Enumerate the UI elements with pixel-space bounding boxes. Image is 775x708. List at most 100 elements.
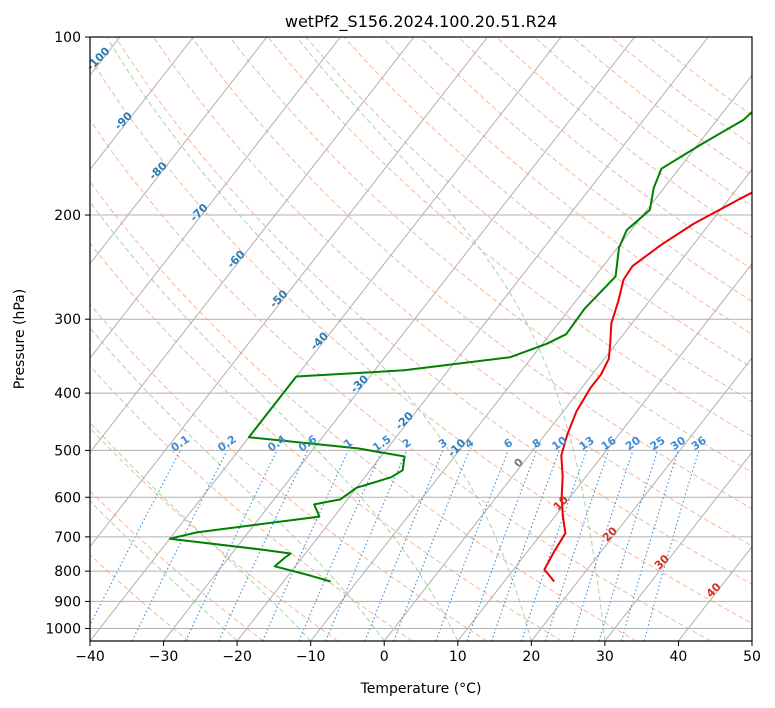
mixing-ratio-line (90, 450, 181, 627)
mixing-ratio-line (643, 450, 700, 641)
x-tick-label: 0 (380, 649, 389, 665)
plot-frame (89, 36, 753, 642)
dry-adiabat (648, 37, 752, 116)
dry-adiabat (90, 56, 752, 624)
pressure-gridlines (90, 37, 752, 629)
profile-series (168, 110, 752, 583)
dry-adiabat (90, 365, 413, 641)
x-tick-label: −30 (149, 649, 179, 665)
isotherm (90, 37, 488, 548)
chart-title: wetPf2_S156.2024.100.20.51.R24 (285, 12, 557, 32)
dry-adiabat (90, 303, 488, 641)
dry-adiabat (191, 37, 752, 510)
y-tick-label: 500 (54, 443, 81, 459)
mixing-ratio-line (545, 450, 610, 641)
y-axis: 1000 900 800 700 600 500 400 300 200 100 (45, 30, 90, 637)
x-tick-label: 40 (670, 649, 688, 665)
isotherm (530, 357, 752, 641)
y-tick-label: 800 (54, 564, 81, 580)
mixing-ratio-line (298, 450, 383, 641)
x-tick-label: 10 (449, 649, 467, 665)
background-lines (90, 37, 752, 641)
isotherm-label: -20 (393, 409, 416, 432)
isotherm (236, 37, 709, 641)
isotherm (90, 37, 415, 454)
mixing-ratio-line (364, 450, 444, 641)
y-tick-label: 600 (54, 490, 81, 506)
isotherm-label: -50 (267, 287, 290, 310)
dry-adiabat (90, 427, 339, 641)
dry-adiabat (90, 554, 190, 641)
mixing-ratio-line (435, 450, 509, 641)
y-tick-label: 300 (54, 312, 81, 328)
y-tick-label: 200 (54, 208, 81, 224)
x-tick-label: 20 (522, 649, 540, 665)
isotherm-label: -30 (348, 372, 371, 395)
mixing-ratio-line (520, 450, 588, 641)
y-tick-label: 100 (54, 30, 81, 46)
mixing-ratio-label: 6 (501, 436, 515, 451)
mixing-ratio-line (621, 450, 679, 641)
x-tick-label: −40 (75, 649, 105, 665)
x-tick-label: 30 (596, 649, 614, 665)
mixing-ratio-label: 0.2 (215, 433, 238, 455)
mixing-ratio-line (325, 450, 408, 641)
x-axis-label: Temperature (°C) (360, 681, 482, 697)
mixing-ratio-line (131, 450, 228, 641)
dry-adiabat (90, 180, 637, 641)
moist-adiabat (90, 327, 385, 641)
mixing-ratio-line (491, 450, 560, 641)
isotherm-label: 30 (652, 552, 672, 572)
isotherm (163, 37, 636, 641)
dry-adiabat (305, 37, 752, 403)
x-tick-label: −20 (222, 649, 252, 665)
mixing-ratio-label: 0.4 (265, 432, 289, 454)
y-tick-label: 900 (54, 594, 81, 610)
dry-adiabat (90, 242, 562, 641)
moist-adiabat (106, 37, 532, 641)
mixing-ratio-line (261, 450, 349, 641)
mixing-ratio-line (466, 450, 538, 641)
mixing-ratio-line (598, 450, 659, 641)
x-tick-label: 50 (743, 649, 761, 665)
dry-adiabat (90, 490, 264, 641)
dry-adiabat (381, 37, 752, 335)
isotherm-label: 10 (551, 493, 571, 513)
isotherm (90, 37, 341, 359)
dry-adiabat (153, 37, 752, 547)
isotherm (383, 168, 752, 641)
dry-adiabat (90, 119, 712, 641)
dewpoint-line (168, 110, 752, 583)
isotherm-label: -90 (112, 109, 135, 132)
dry-adiabat (343, 37, 752, 369)
y-tick-label: 1000 (45, 621, 81, 637)
isotherm (604, 451, 752, 641)
dry-adiabat (496, 37, 752, 238)
isotherm (90, 37, 562, 641)
isotherm-label: -70 (187, 201, 210, 224)
mixing-ratio-line (393, 450, 471, 641)
isotherm-label: -60 (225, 248, 248, 271)
dry-adiabat (229, 37, 752, 473)
y-tick-label: 400 (54, 386, 81, 402)
dry-adiabat (534, 37, 752, 207)
dry-adiabat (114, 37, 752, 585)
y-tick-label: 700 (54, 530, 81, 546)
dry-adiabat (419, 37, 752, 302)
dry-adiabat (572, 37, 752, 177)
moist-adiabat (296, 37, 606, 641)
isotherm (457, 262, 752, 641)
isotherm (90, 37, 268, 265)
x-tick-label: −10 (296, 649, 326, 665)
isotherm (751, 640, 752, 641)
isotherm (90, 37, 194, 171)
isotherm-label: -100 (84, 44, 113, 73)
isotherm (310, 74, 752, 641)
isotherm-label: -40 (308, 329, 331, 352)
isotherm-label: 0 (511, 455, 526, 470)
mixing-ratio-line (571, 450, 634, 641)
moist-adiabat (90, 200, 459, 641)
y-axis-label: Pressure (hPa) (12, 289, 28, 389)
